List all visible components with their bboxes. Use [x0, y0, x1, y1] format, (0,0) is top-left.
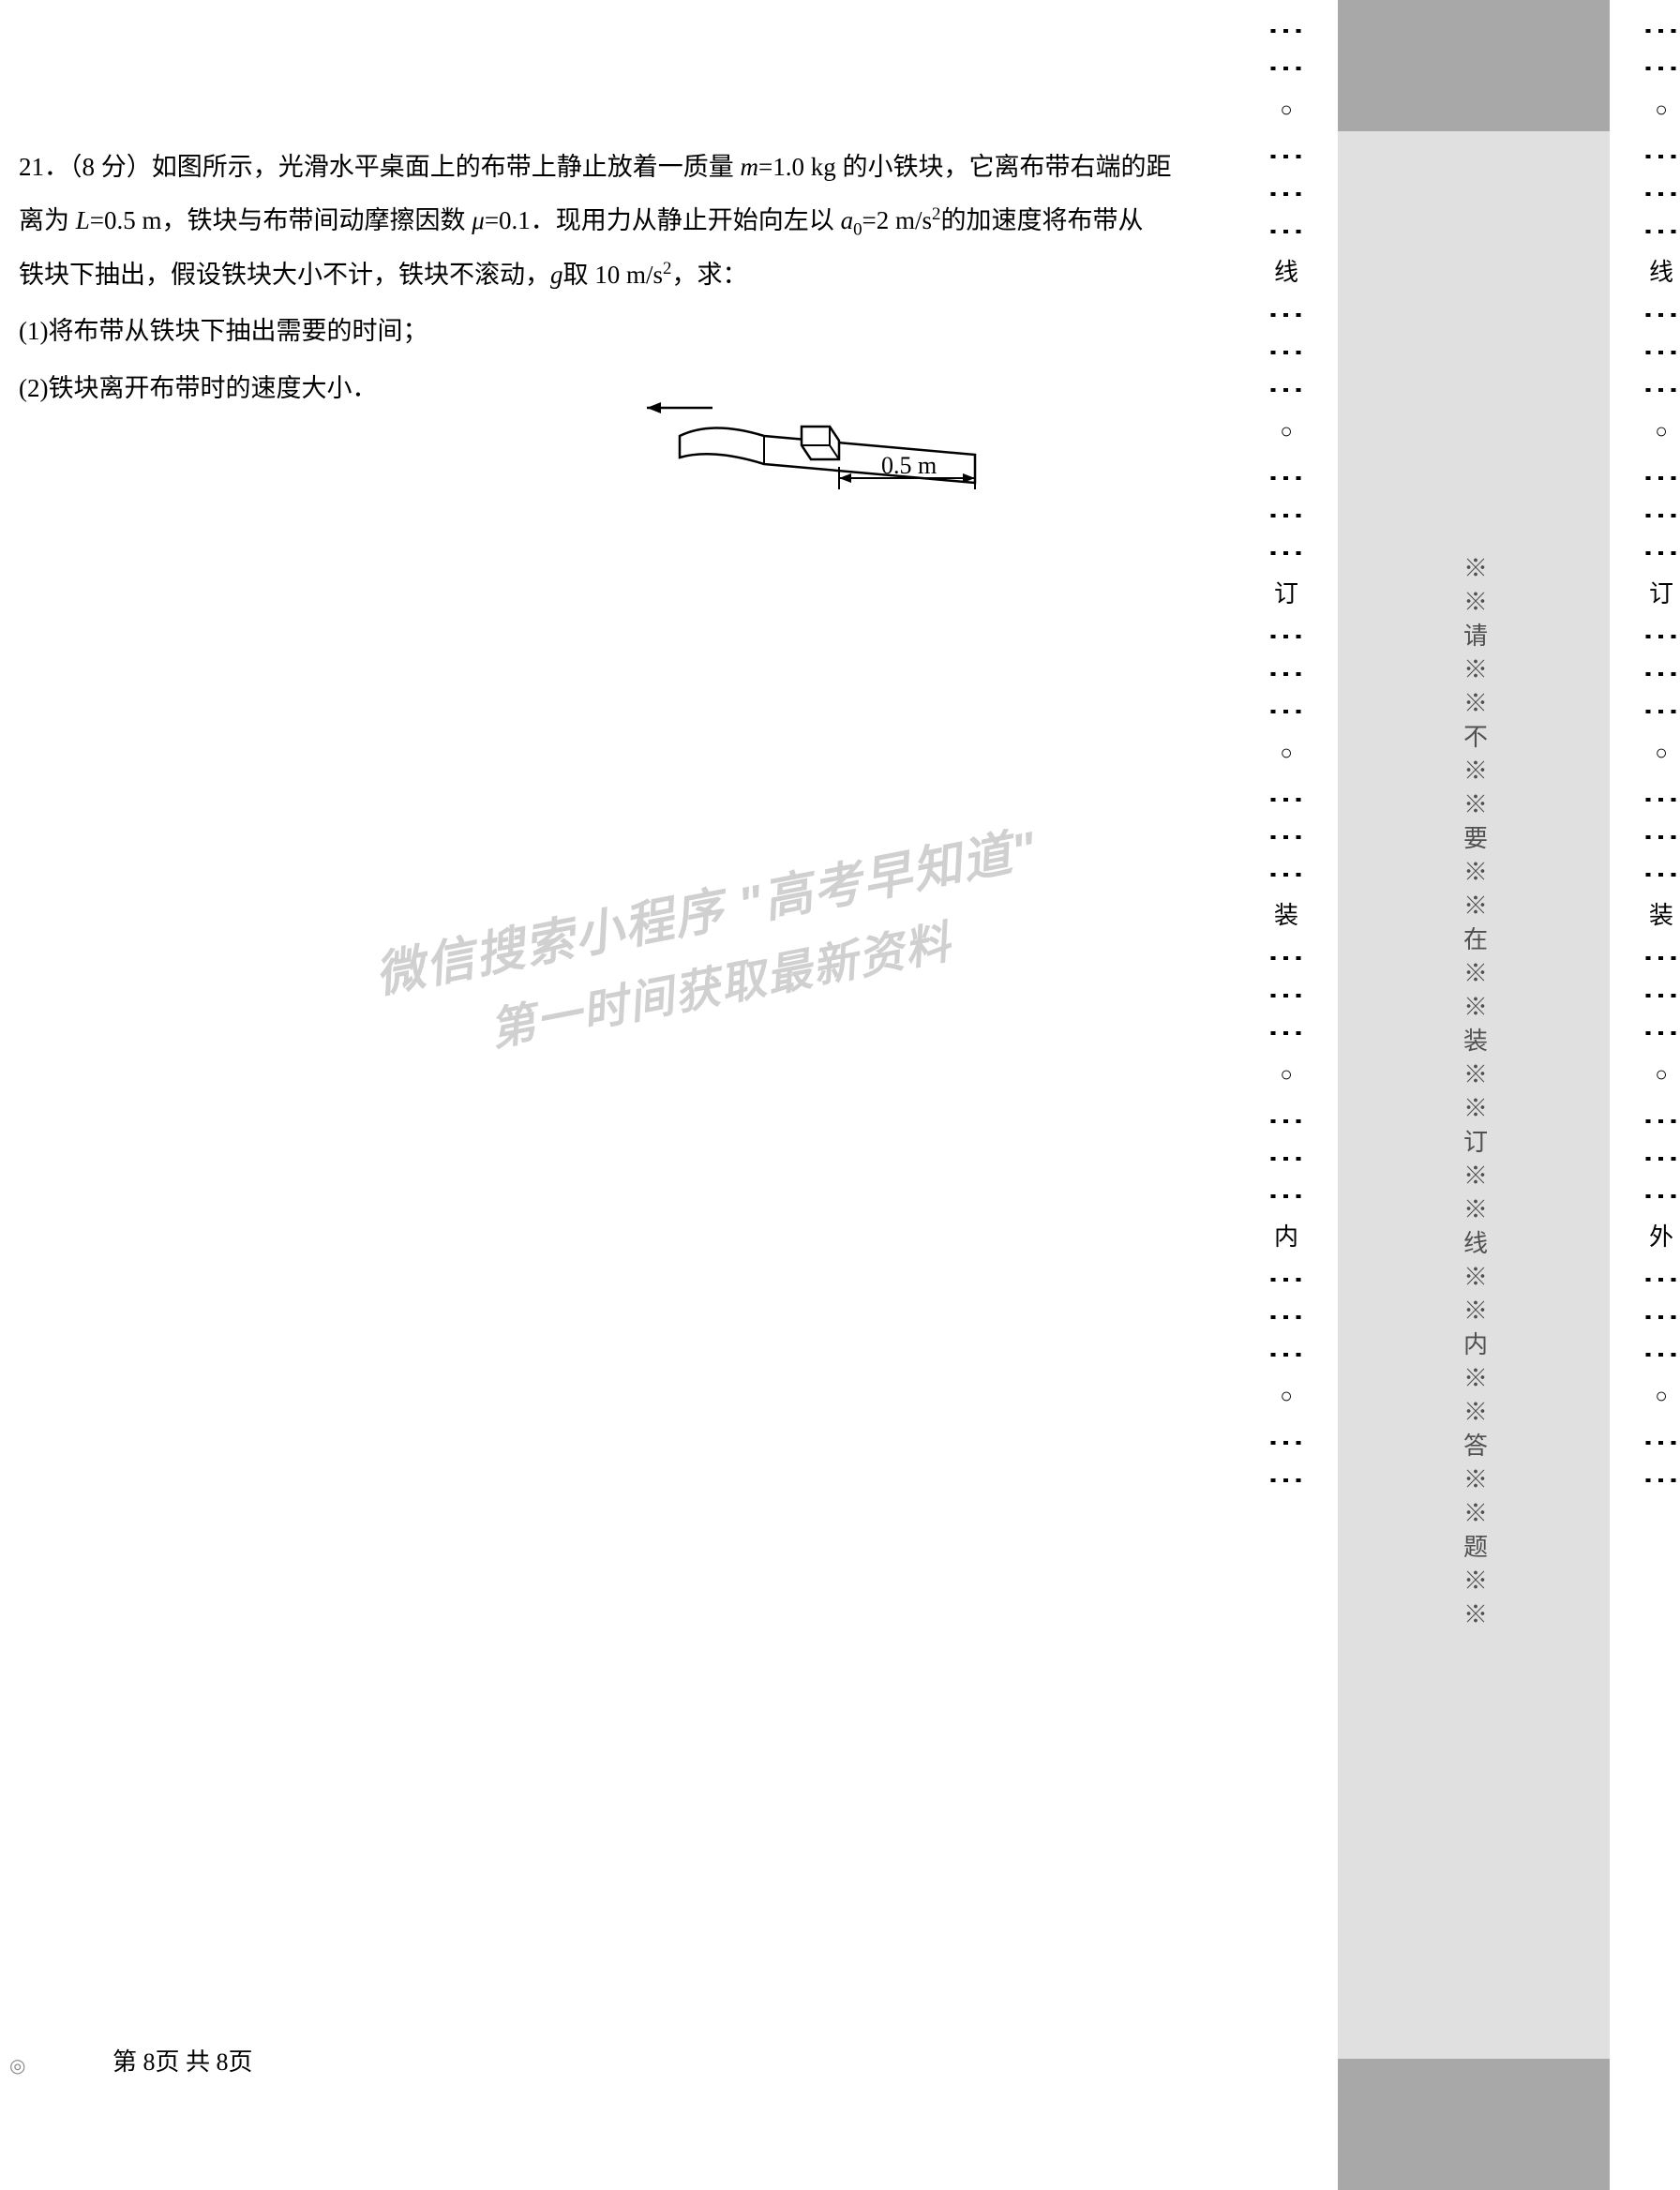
physics-figure: 0.5 m	[600, 384, 1012, 525]
binding-dots: ⋮	[1268, 977, 1305, 1009]
binding-circle-icon: ○	[1280, 1384, 1292, 1408]
binding-dots: ⋮	[1642, 459, 1680, 491]
binding-dots: ⋮	[1642, 213, 1680, 245]
watermark: 微信搜索小程序 "高考早知道" 第一时间获取最新资料	[239, 784, 1187, 1103]
binding-dots: ⋮	[1642, 296, 1680, 328]
binding-dots: ⋮	[1268, 1140, 1305, 1172]
binding-circle-icon: ○	[1655, 1384, 1667, 1408]
binding-marker-char: 订	[1274, 575, 1298, 609]
grey-strip-main: ※※请※※不※※要※※在※※装※※订※※线※※内※※答※※题※※	[1338, 131, 1610, 2059]
binding-dots: ⋮	[1642, 939, 1680, 971]
cloth-block-diagram: 0.5 m	[600, 384, 1012, 525]
binding-marker-char: 装	[1274, 896, 1298, 931]
problem-stem: 21．（8 分）如图所示，光滑水平桌面上的布带上静止放着一质量 m=1.0 kg…	[19, 141, 1247, 301]
grey-strip-top	[1338, 0, 1610, 131]
binding-dots: ⋮	[1268, 818, 1305, 850]
watermark-line-2: 第一时间获取最新资料	[253, 860, 1186, 1103]
watermark-line-1: 微信搜索小程序 "高考早知道"	[239, 784, 1173, 1031]
binding-dots: ⋮	[1642, 1178, 1680, 1209]
binding-circle-icon: ○	[1280, 419, 1292, 443]
binding-dots: ⋮	[1642, 1102, 1680, 1134]
binding-dots: ⋮	[1268, 213, 1305, 245]
binding-dots: ⋮	[1268, 1298, 1305, 1330]
sub-question-1: (1)将布带从铁块下抽出需要的时间；	[19, 305, 1247, 358]
binding-dots: ⋮	[1642, 497, 1680, 529]
binding-dots: ⋮	[1268, 1424, 1305, 1456]
problem-number: 21．	[19, 153, 69, 181]
binding-area: ※※请※※不※※要※※在※※装※※订※※线※※内※※答※※题※※ ⋮ ⋮ ○ ⋮ ⋮ ⋮ 线…	[1268, 0, 1680, 2190]
binding-circle-icon: ○	[1655, 741, 1667, 765]
binding-dots: ⋮	[1268, 1462, 1305, 1493]
binding-dots-right: ⋮ ⋮ ○ ⋮ ⋮ ⋮ 线 ⋮ ⋮ ⋮ ○ ⋮ ⋮ ⋮ 订 ⋮ ⋮ ⋮ ○ ⋮ ⋮ ⋮ 装 ⋮ ⋮ ⋮ ○ ⋮ ⋮ ⋮ 外 ⋮ ⋮ ⋮ ○ ⋮ ⋮	[1642, 0, 1680, 2190]
binding-dots: ⋮	[1642, 655, 1680, 687]
binding-dots: ⋮	[1268, 138, 1305, 170]
binding-dots: ⋮	[1642, 1261, 1680, 1293]
binding-circle-icon: ○	[1280, 741, 1292, 765]
binding-dots: ⋮	[1642, 138, 1680, 170]
binding-dots: ⋮	[1642, 856, 1680, 888]
binding-dots: ⋮	[1268, 1336, 1305, 1368]
binding-dots: ⋮	[1268, 618, 1305, 650]
binding-dots: ⋮	[1642, 618, 1680, 650]
binding-dots: ⋮	[1268, 781, 1305, 813]
binding-dots: ⋮	[1268, 334, 1305, 366]
binding-dots: ⋮	[1268, 50, 1305, 82]
binding-dots: ⋮	[1642, 334, 1680, 366]
page-footer: 第 8页 共 8页	[112, 2043, 253, 2078]
binding-dots: ⋮	[1268, 459, 1305, 491]
binding-dots: ⋮	[1642, 781, 1680, 813]
binding-dots: ⋮	[1268, 655, 1305, 687]
binding-circle-icon: ○	[1655, 98, 1667, 122]
binding-marker-char: 装	[1649, 896, 1673, 931]
problem-points: （8 分）	[69, 153, 152, 181]
binding-circle-icon: ○	[1280, 98, 1292, 122]
binding-dots: ⋮	[1268, 534, 1305, 566]
binding-dots: ⋮	[1268, 175, 1305, 207]
binding-dots: ⋮	[1642, 50, 1680, 82]
binding-dots: ⋮	[1268, 1261, 1305, 1293]
binding-dots: ⋮	[1642, 818, 1680, 850]
binding-dots: ⋮	[1642, 1014, 1680, 1046]
binding-dots-left: ⋮ ⋮ ○ ⋮ ⋮ ⋮ 线 ⋮ ⋮ ⋮ ○ ⋮ ⋮ ⋮ 订 ⋮ ⋮ ⋮ ○ ⋮ ⋮ ⋮ 装 ⋮ ⋮ ⋮ ○ ⋮ ⋮ ⋮ 内 ⋮ ⋮ ⋮ ○ ⋮ ⋮	[1268, 0, 1305, 2190]
grey-strip-bottom	[1338, 2059, 1610, 2190]
binding-marker-char: 内	[1274, 1218, 1298, 1252]
binding-warning-text: ※※请※※不※※要※※在※※装※※订※※线※※内※※答※※题※※	[1457, 555, 1492, 1635]
binding-dots: ⋮	[1268, 12, 1305, 44]
binding-dots: ⋮	[1642, 977, 1680, 1009]
binding-circle-icon: ○	[1280, 1062, 1292, 1087]
binding-dots: ⋮	[1268, 1102, 1305, 1134]
problem-content: 21．（8 分）如图所示，光滑水平桌面上的布带上静止放着一质量 m=1.0 kg…	[19, 141, 1247, 415]
binding-dots: ⋮	[1268, 693, 1305, 725]
binding-circle-icon: ○	[1655, 419, 1667, 443]
binding-dots: ⋮	[1642, 1462, 1680, 1493]
binding-marker-char: 线	[1649, 253, 1673, 288]
binding-dots: ⋮	[1268, 371, 1305, 403]
binding-marker-char: 外	[1649, 1218, 1673, 1252]
binding-dots: ⋮	[1642, 371, 1680, 403]
binding-dots: ⋮	[1642, 1336, 1680, 1368]
binding-dots: ⋮	[1268, 1014, 1305, 1046]
binding-dots: ⋮	[1642, 12, 1680, 44]
binding-circle-icon: ○	[1655, 1062, 1667, 1087]
binding-dots: ⋮	[1642, 1298, 1680, 1330]
binding-dots: ⋮	[1268, 296, 1305, 328]
binding-dots: ⋮	[1642, 1424, 1680, 1456]
binding-marker-char: 线	[1274, 253, 1298, 288]
footer-circle-icon: ◎	[9, 2054, 25, 2078]
binding-dots: ⋮	[1268, 497, 1305, 529]
binding-dots: ⋮	[1268, 856, 1305, 888]
binding-dots: ⋮	[1268, 1178, 1305, 1209]
binding-dots: ⋮	[1642, 534, 1680, 566]
binding-dots: ⋮	[1642, 693, 1680, 725]
binding-dots: ⋮	[1268, 939, 1305, 971]
binding-marker-char: 订	[1649, 575, 1673, 609]
binding-dots: ⋮	[1642, 1140, 1680, 1172]
binding-dots: ⋮	[1642, 175, 1680, 207]
dimension-label: 0.5 m	[881, 452, 937, 479]
